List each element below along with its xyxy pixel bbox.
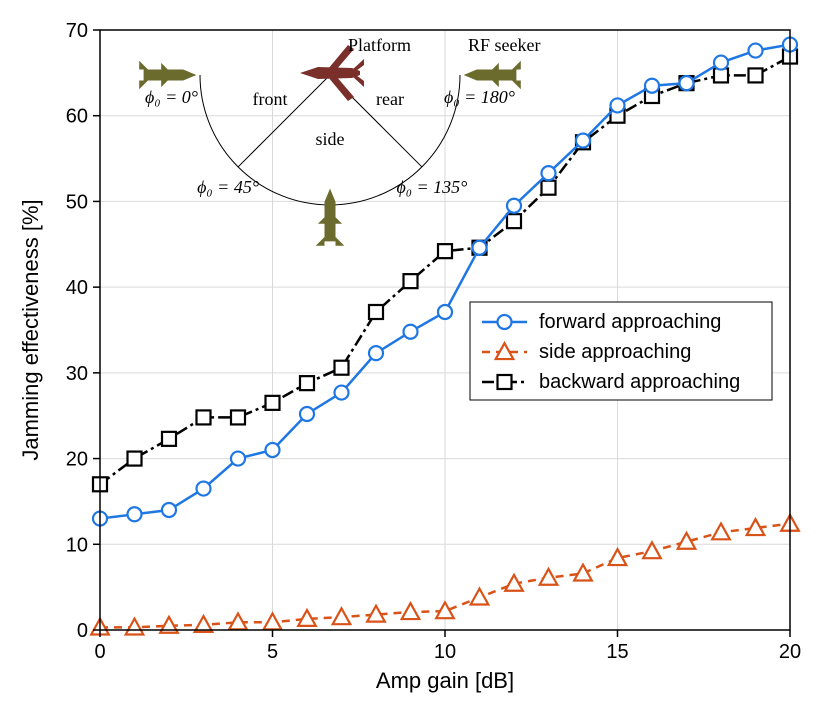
label-rf-seeker: RF seeker [468, 35, 540, 55]
label-front: front [253, 89, 288, 109]
x-ticks: 0 5 10 15 20 [94, 630, 801, 663]
legend: forward approaching side approaching backw… [470, 302, 772, 400]
svg-text:15: 15 [606, 641, 628, 663]
label-rear: rear [376, 89, 404, 109]
svg-text:0: 0 [77, 620, 88, 642]
svg-text:50: 50 [66, 191, 88, 213]
label-phi180: ϕ₀ = 180° [444, 87, 515, 107]
y-ticks: 0 10 20 30 40 50 60 70 [66, 20, 100, 642]
legend-label-side: side approaching [539, 341, 691, 363]
chart-svg: 0 5 10 15 20 0 10 20 30 40 50 60 70 Amp gain [dB] J… [0, 0, 827, 715]
label-phi135: ϕ₀ = 135° [396, 177, 467, 197]
y-axis-label: Jamming effectiveness [%] [18, 199, 43, 460]
svg-text:40: 40 [66, 277, 88, 299]
x-axis-label: Amp gain [dB] [376, 668, 514, 693]
label-phi0: ϕ₀ = 0° [145, 87, 198, 107]
svg-text:10: 10 [66, 534, 88, 556]
svg-text:30: 30 [66, 363, 88, 385]
label-phi45: ϕ₀ = 45° [197, 177, 259, 197]
legend-label-forward: forward approaching [539, 311, 721, 333]
label-side: side [316, 129, 345, 149]
label-platform: Platform [348, 35, 411, 55]
chart-container: 0 5 10 15 20 0 10 20 30 40 50 60 70 Amp gain [dB] J… [0, 0, 827, 715]
svg-text:60: 60 [66, 106, 88, 128]
svg-text:0: 0 [94, 641, 105, 663]
svg-text:5: 5 [267, 641, 278, 663]
svg-text:70: 70 [66, 20, 88, 42]
svg-text:20: 20 [779, 641, 801, 663]
svg-text:20: 20 [66, 449, 88, 471]
legend-label-backward: backward approaching [539, 371, 740, 393]
svg-text:10: 10 [434, 641, 456, 663]
